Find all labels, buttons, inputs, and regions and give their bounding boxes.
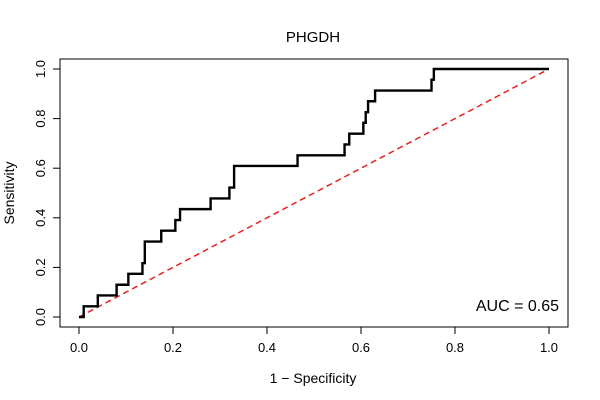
y-tick-label: 0.2 — [33, 258, 48, 276]
x-tick-label: 0.4 — [258, 340, 276, 355]
y-axis: 0.0 0.2 0.4 0.6 0.8 1.0 — [33, 60, 61, 326]
x-axis: 0.0 0.2 0.4 0.6 0.8 1.0 — [70, 326, 558, 355]
y-tick-label: 1.0 — [33, 60, 48, 78]
series-group — [78, 67, 550, 319]
y-tick-label: 0.8 — [33, 110, 48, 128]
x-tick-label: 0.8 — [446, 340, 464, 355]
y-axis-label: Sensitivity — [1, 161, 17, 224]
chart-title: PHGDH — [286, 29, 340, 46]
x-tick-label: 0.0 — [70, 340, 88, 355]
reference-diagonal-line — [78, 68, 550, 318]
y-tick-label: 0.6 — [33, 159, 48, 177]
auc-annotation: AUC = 0.65 — [476, 298, 559, 315]
y-tick-label: 0.0 — [33, 308, 48, 326]
roc-curve — [79, 67, 549, 319]
x-tick-label: 0.6 — [352, 340, 370, 355]
x-tick-label: 0.2 — [164, 340, 182, 355]
y-tick-label: 0.4 — [33, 209, 48, 227]
x-tick-label: 1.0 — [540, 340, 558, 355]
x-axis-label: 1 − Specificity — [270, 370, 357, 386]
